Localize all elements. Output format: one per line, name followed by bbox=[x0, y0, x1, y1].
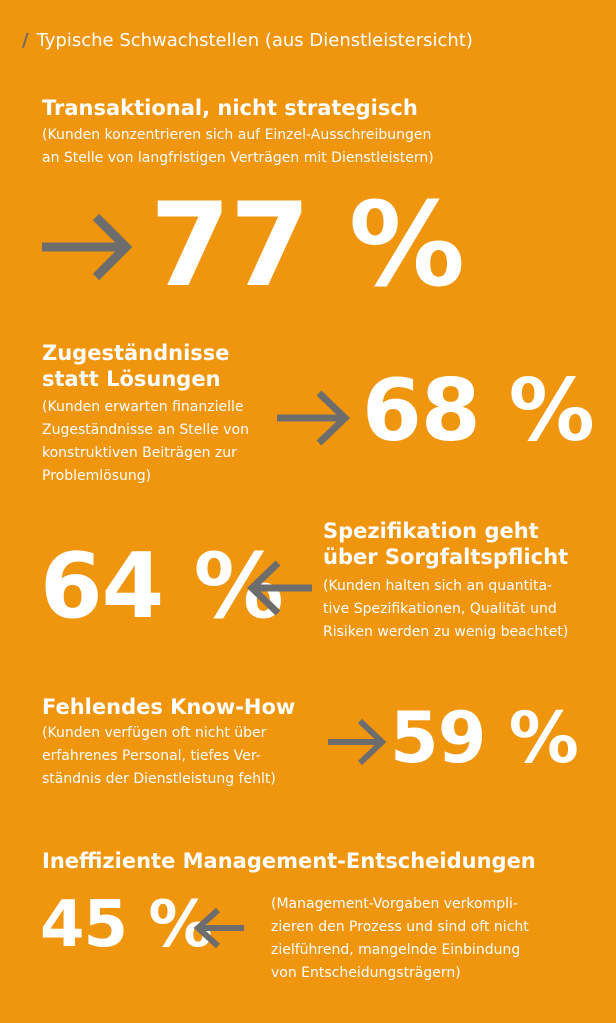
header-title: Typische Schwachstellen (aus Dienstleist… bbox=[36, 30, 473, 51]
item-3-arrow-left-icon bbox=[246, 560, 312, 616]
item-5-arrow-left-icon bbox=[193, 907, 244, 949]
item-5-description: (Management-Vorgaben verkompli- zieren d… bbox=[271, 896, 529, 981]
item-4-percentage: 59 % bbox=[390, 697, 579, 779]
item-1-description: (Kunden konzentrieren sich auf Einzel-Au… bbox=[42, 127, 434, 166]
item-4-arrow-right-icon bbox=[328, 718, 387, 766]
item-1-title: Transaktional, nicht strategisch bbox=[42, 96, 418, 120]
item-2-percentage: 68 % bbox=[362, 361, 595, 461]
item-3-title: Spezifikation geht über Sorgfaltspflicht bbox=[323, 519, 569, 569]
item-1-percentage: 77 % bbox=[150, 178, 465, 313]
item-4-description: (Kunden verfügen oft nicht über erfahren… bbox=[42, 725, 276, 787]
item-1-arrow-right-icon bbox=[42, 213, 133, 281]
header-slash-icon: / bbox=[22, 30, 29, 51]
item-2-title: Zugeständnisse statt Lösungen bbox=[42, 341, 230, 391]
infographic-header: / Typische Schwachstellen (aus Dienstleis… bbox=[22, 30, 473, 51]
item-5-percentage: 45 % bbox=[40, 888, 212, 962]
item-2-description: (Kunden erwarten finanzielle Zugeständni… bbox=[42, 399, 249, 484]
item-3-percentage: 64 % bbox=[40, 534, 284, 639]
item-4-title: Fehlendes Know-How bbox=[42, 695, 296, 719]
item-2-arrow-right-icon bbox=[277, 390, 351, 446]
item-3-description: (Kunden halten sich an quantita- tive Sp… bbox=[323, 578, 569, 640]
item-5-title: Ineffiziente Management-Entscheidungen bbox=[42, 849, 536, 873]
